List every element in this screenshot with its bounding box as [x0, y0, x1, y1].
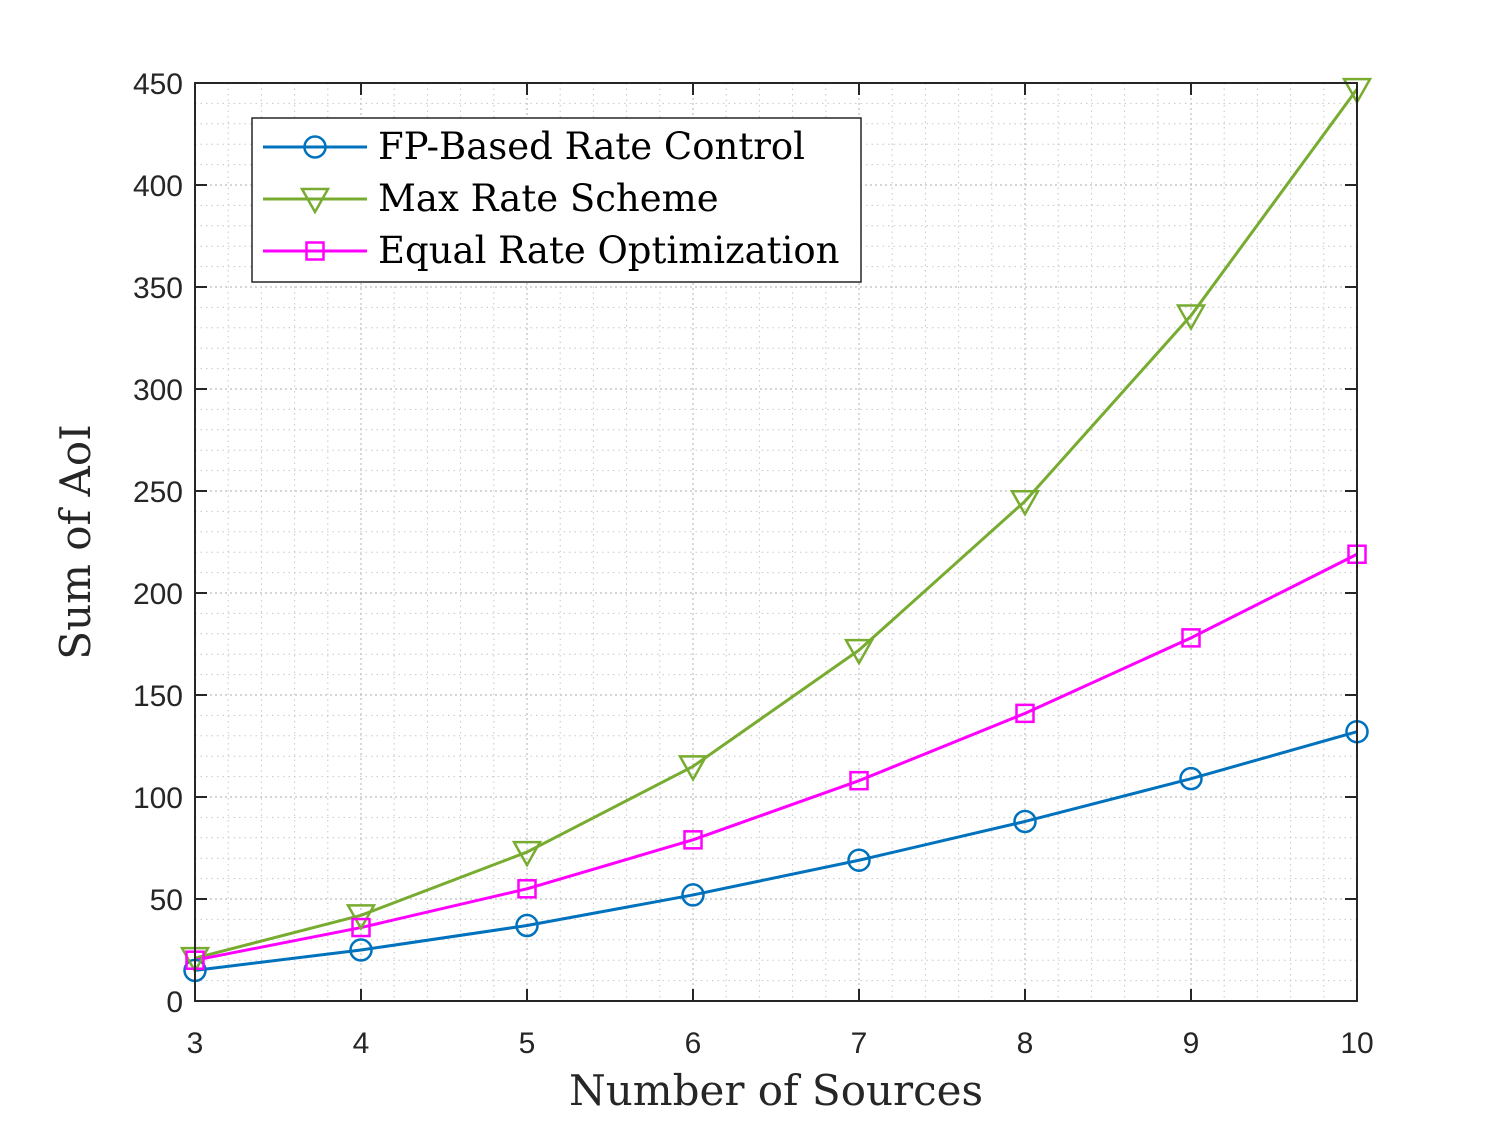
x-tick-label: 10 [1340, 1027, 1373, 1060]
x-tick-label: 8 [1017, 1027, 1034, 1060]
series-line-fp-based-rate-control [194, 730, 1358, 972]
series-line-max-rate-scheme [194, 88, 1359, 960]
x-tick-label: 3 [187, 1027, 204, 1060]
legend-marker-fp-based-rate-control [303, 135, 327, 159]
y-tick-label: 400 [133, 170, 183, 203]
data-point-fp-based-rate-control [847, 848, 871, 872]
data-point-max-rate-scheme [345, 904, 377, 931]
y-axis-title: Sum of AoI [51, 424, 100, 659]
y-tick-label: 350 [133, 272, 183, 305]
series-lines [194, 88, 1359, 972]
data-point-max-rate-scheme [1341, 77, 1373, 105]
y-tick-label: 450 [133, 68, 183, 101]
plot-frame [194, 82, 1358, 1002]
axis-ticks [194, 82, 1358, 1002]
y-tick-label: 250 [133, 476, 183, 509]
data-point-fp-based-rate-control [349, 938, 373, 962]
x-tick-label: 6 [685, 1027, 702, 1060]
legend-label-fp-based-rate-control: FP-Based Rate Control [378, 125, 805, 168]
data-point-max-rate-scheme [511, 840, 543, 868]
data-point-equal-rate-optimization [517, 879, 537, 899]
x-tick-labels: 3 4 5 6 7 8 9 10 [187, 1027, 1374, 1060]
y-tick-label: 50 [150, 884, 183, 917]
data-point-equal-rate-optimization [351, 917, 371, 938]
data-point-max-rate-scheme [1175, 304, 1207, 332]
y-tick-label: 100 [133, 782, 183, 815]
minor-grid [195, 83, 1357, 1001]
y-tick-label: 150 [133, 680, 183, 713]
data-point-fp-based-rate-control [1179, 766, 1203, 791]
data-point-equal-rate-optimization [849, 770, 869, 791]
y-tick-label: 200 [133, 578, 183, 611]
data-point-equal-rate-optimization [683, 830, 703, 850]
data-point-max-rate-scheme [843, 638, 875, 666]
x-tick-label: 5 [519, 1027, 536, 1060]
x-tick-label: 7 [851, 1027, 868, 1060]
x-tick-label: 4 [353, 1027, 370, 1060]
legend-marker-equal-rate-optimization [305, 241, 325, 261]
data-point-fp-based-rate-control [681, 883, 705, 907]
data-point-fp-based-rate-control [1013, 809, 1037, 834]
data-point-max-rate-scheme [677, 755, 709, 782]
legend-label-max-rate-scheme: Max Rate Scheme [378, 177, 719, 220]
data-point-equal-rate-optimization [1181, 628, 1201, 648]
data-point-equal-rate-optimization [1015, 703, 1035, 724]
legend-label-equal-rate-optimization: Equal Rate Optimization [378, 229, 839, 272]
legend-marker-max-rate-scheme [299, 187, 331, 215]
x-axis-title: Number of Sources [569, 1066, 983, 1115]
data-point-fp-based-rate-control [515, 913, 539, 938]
data-point-max-rate-scheme [1009, 489, 1041, 517]
y-tick-label: 0 [166, 986, 183, 1019]
legend: FP-Based Rate Control Max Rate Scheme Equa… [251, 117, 862, 283]
series-line-equal-rate-optimization [194, 552, 1358, 962]
y-tick-labels: 0 50 100 150 200 250 300 350 400 450 [133, 68, 183, 1019]
y-tick-label: 300 [133, 374, 183, 407]
x-tick-label: 9 [1183, 1027, 1200, 1060]
